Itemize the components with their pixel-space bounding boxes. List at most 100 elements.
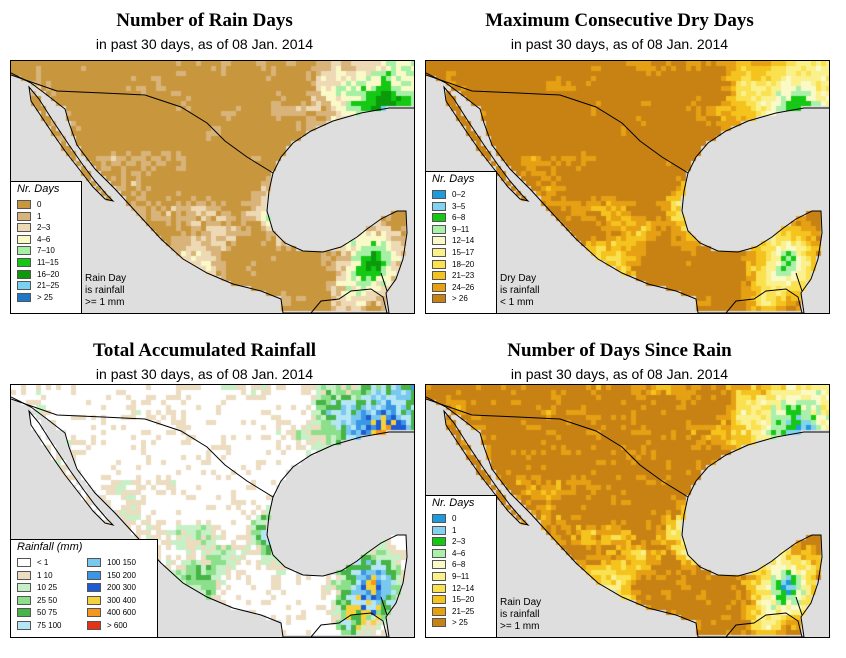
panel-days-since-rain: Number of Days Since Rain in past 30 day… bbox=[417, 330, 830, 650]
legend-swatch bbox=[432, 213, 446, 223]
legend-label: 18–20 bbox=[452, 259, 475, 269]
legend-label: 21–25 bbox=[452, 606, 475, 616]
panel-subtitle: in past 30 days, as of 08 Jan. 2014 bbox=[95, 36, 314, 52]
legend-swatch bbox=[17, 246, 31, 256]
us-mexico-border bbox=[426, 74, 689, 174]
legend-item: 50 75 bbox=[17, 608, 81, 619]
legend-swatch bbox=[17, 570, 31, 580]
legend-swatch bbox=[432, 224, 446, 234]
legend-item: 21–25 bbox=[432, 606, 496, 618]
panel-rain-days: Number of Rain Days in past 30 days, as … bbox=[2, 0, 415, 320]
legend-label: 150 200 bbox=[107, 570, 136, 580]
map-outline bbox=[426, 396, 829, 637]
legend-label: 0 bbox=[37, 200, 42, 209]
legend-item: 10 25 bbox=[17, 583, 81, 594]
legend-label: > 25 bbox=[452, 618, 468, 628]
legend-label: 4–6 bbox=[37, 234, 51, 244]
legend-swatch bbox=[17, 595, 31, 605]
legend-swatch bbox=[432, 201, 446, 211]
coastline bbox=[11, 72, 414, 313]
legend-swatch bbox=[432, 248, 446, 257]
legend-label: 50 75 bbox=[37, 608, 58, 617]
panel-title: Maximum Consecutive Dry Days bbox=[485, 10, 754, 31]
legend-swatch bbox=[87, 595, 101, 605]
legend-label: 2–3 bbox=[37, 223, 51, 233]
legend-item: 7–10 bbox=[17, 246, 81, 257]
legend-label: 0–2 bbox=[452, 190, 466, 199]
legend-item: 24–26 bbox=[432, 282, 496, 294]
legend-swatch bbox=[432, 595, 446, 605]
rainfall-map: Rainfall (mm) < 1 1 10 10 25 25 50 50 75 75 1… bbox=[10, 384, 415, 638]
legend-item: 400 600 bbox=[87, 608, 151, 619]
legend-swatch bbox=[432, 271, 446, 281]
legend-swatch bbox=[432, 537, 446, 547]
legend-item: > 26 bbox=[432, 294, 496, 305]
legend-swatch bbox=[17, 558, 31, 567]
belize-border bbox=[795, 272, 803, 292]
dry-days-legend: Nr. Days 0–2 3–5 6–8 9–11 12–14 15–17 18–20 21–… bbox=[426, 171, 497, 313]
legend-label: 24–26 bbox=[452, 282, 475, 292]
legend-item: 21–25 bbox=[17, 281, 81, 292]
legend-label: 15–17 bbox=[452, 248, 475, 257]
legend-label: < 1 bbox=[37, 558, 49, 567]
legend-item: 15–17 bbox=[432, 248, 496, 259]
legend-item: 1 bbox=[432, 525, 496, 537]
legend-label: 9–11 bbox=[452, 572, 470, 581]
legend-swatch bbox=[17, 281, 31, 291]
legend-swatch bbox=[17, 620, 31, 630]
map-outline bbox=[11, 396, 414, 637]
legend-swatch bbox=[432, 190, 446, 199]
legend-item: > 600 bbox=[87, 620, 151, 632]
legend-swatch bbox=[432, 294, 446, 304]
legend-swatch bbox=[432, 525, 446, 535]
legend-item: 25 50 bbox=[17, 595, 81, 607]
legend-swatch bbox=[87, 570, 101, 580]
legend-label: 1 bbox=[452, 525, 457, 535]
rain-days-map: Nr. Days 0 1 2–3 4–6 7–10 11–15 16–20 21–25 > 25… bbox=[10, 60, 415, 314]
legend-title: Rainfall (mm) bbox=[17, 541, 83, 553]
legend-label: 0 bbox=[452, 514, 457, 523]
legend-item: 4–6 bbox=[432, 548, 496, 560]
legend-swatch bbox=[17, 583, 31, 592]
us-mexico-border bbox=[11, 398, 274, 498]
legend-swatch bbox=[87, 583, 101, 592]
legend-label: 7–10 bbox=[37, 246, 55, 256]
legend-title: Nr. Days bbox=[432, 173, 475, 185]
baja-coastline bbox=[28, 85, 115, 202]
legend-item: 15–20 bbox=[432, 595, 496, 606]
baja-coastline bbox=[443, 409, 530, 526]
legend-label: 2–3 bbox=[452, 537, 466, 547]
legend-label: > 600 bbox=[107, 620, 128, 630]
legend-item: 100 150 bbox=[87, 558, 151, 569]
rain-days-legend: Nr. Days 0 1 2–3 4–6 7–10 11–15 16–20 21–25 > 25 bbox=[11, 181, 82, 313]
legend-item: 0 bbox=[17, 200, 81, 211]
legend-item: 9–11 bbox=[432, 224, 496, 236]
legend-swatch bbox=[432, 259, 446, 269]
legend-swatch bbox=[17, 269, 31, 279]
panel-subtitle: in past 30 days, as of 08 Jan. 2014 bbox=[510, 366, 729, 382]
legend-label: 3–5 bbox=[452, 201, 466, 211]
legend-swatch bbox=[17, 608, 31, 617]
legend-swatch bbox=[432, 560, 446, 570]
legend-item: 16–20 bbox=[17, 269, 81, 281]
days-since-rain-legend: Nr. Days 0 1 2–3 4–6 6–8 9–11 12–14 15–20 21–25 >… bbox=[426, 495, 497, 637]
coastline bbox=[426, 72, 829, 313]
legend-swatch bbox=[432, 606, 446, 616]
guatemala-border bbox=[310, 612, 388, 637]
legend-label: 12–14 bbox=[452, 583, 475, 593]
belize-border bbox=[380, 596, 388, 616]
legend-swatch bbox=[17, 200, 31, 209]
legend-item: 300 400 bbox=[87, 595, 151, 607]
legend-swatch bbox=[17, 292, 31, 302]
legend-item: 12–14 bbox=[432, 236, 496, 247]
baja-coastline bbox=[443, 85, 530, 202]
legend-label: > 25 bbox=[37, 292, 53, 302]
legend-label: 15–20 bbox=[452, 595, 475, 605]
map-outline bbox=[11, 72, 414, 313]
legend-title: Nr. Days bbox=[17, 183, 60, 195]
coastline bbox=[426, 396, 829, 637]
legend-item: 1 10 bbox=[17, 570, 81, 582]
legend-swatch bbox=[87, 608, 101, 617]
dry-days-map: Nr. Days 0–2 3–5 6–8 9–11 12–14 15–17 18–20 21–… bbox=[425, 60, 830, 314]
baja-coastline bbox=[28, 409, 115, 526]
